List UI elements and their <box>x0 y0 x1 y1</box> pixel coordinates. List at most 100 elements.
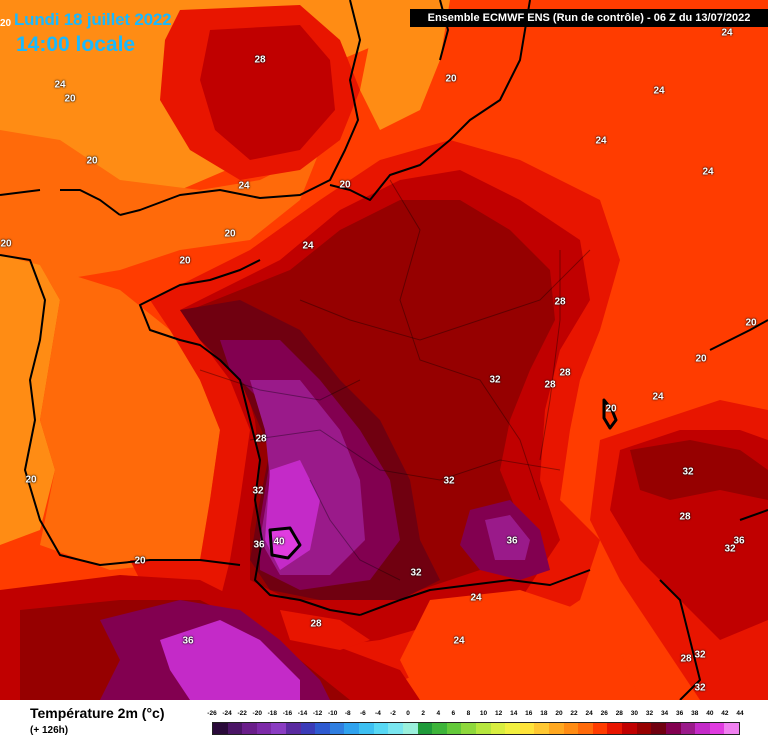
scale-tick-label: -8 <box>344 710 351 717</box>
scale-swatch <box>286 723 301 734</box>
scale-swatch <box>461 723 476 734</box>
contour-label: 28 <box>310 618 322 630</box>
contour-label: 20 <box>0 238 12 250</box>
temperature-map: 20 Lundi 18 juillet 2022 14:00 locale En… <box>0 0 768 700</box>
contour-label: 20 <box>745 317 757 329</box>
zone-26-balearic <box>280 610 370 650</box>
scale-tick-label: 34 <box>660 710 669 717</box>
scale-tick-label: -14 <box>297 710 308 717</box>
scale-swatch <box>417 723 433 734</box>
scale-swatch <box>446 723 462 734</box>
contour-label: 20 <box>445 73 457 85</box>
scale-tick-label: -18 <box>267 710 278 717</box>
scale-swatch <box>607 723 623 734</box>
temperature-field <box>0 0 768 700</box>
contour-label: 28 <box>544 379 556 391</box>
contour-label: 20 <box>86 155 98 167</box>
scale-tick-label: 40 <box>706 710 714 717</box>
scale-swatch <box>242 723 257 734</box>
scale-swatch <box>256 723 272 734</box>
scale-swatch <box>402 723 418 734</box>
legend: Température 2m (°c) (+ 126h) -26 -24 -22 -2… <box>0 700 768 742</box>
contour-label: 24 <box>238 180 250 192</box>
corner-value-label: 20 <box>0 18 12 29</box>
scale-swatch <box>651 723 666 734</box>
scale-tick-label: -2 <box>390 710 396 717</box>
contour-label: 36 <box>733 535 745 547</box>
scale-tick-label: -22 <box>237 710 247 717</box>
scale-tick-label: 20 <box>555 710 563 717</box>
scale-tick-label: 18 <box>540 710 548 717</box>
scale-swatch <box>475 723 491 734</box>
scale-swatch <box>315 723 330 734</box>
contour-label: 24 <box>595 135 607 147</box>
scale-swatch <box>592 723 608 734</box>
contour-label: 32 <box>682 466 694 478</box>
scale-swatch <box>549 723 564 734</box>
contour-label: 20 <box>605 403 617 415</box>
scale-swatch <box>519 723 535 734</box>
scale-swatch <box>373 723 389 734</box>
contour-label: 32 <box>489 374 501 386</box>
scale-swatch <box>709 723 725 734</box>
scale-tick-label: 2 <box>421 710 425 717</box>
contour-label: 24 <box>470 592 482 604</box>
contour-label: 28 <box>559 367 571 379</box>
zone-22-channel <box>0 130 320 280</box>
scale-tick-label: 26 <box>600 710 608 717</box>
model-run-banner: Ensemble ECMWF ENS (Run de contrôle) - 0… <box>410 9 768 27</box>
zone-20-atlantic <box>0 255 60 545</box>
scale-swatch <box>724 723 739 734</box>
zone-22-bay <box>40 265 220 570</box>
scale-tick-label: 10 <box>479 710 488 717</box>
contour-label: 32 <box>694 682 706 694</box>
contour-label: 20 <box>25 474 37 486</box>
contour-label: 32 <box>252 485 264 497</box>
scale-swatch <box>388 723 403 734</box>
contour-label: 32 <box>443 475 455 487</box>
scale-tick-label: 42 <box>721 710 729 717</box>
contour-label: 36 <box>506 535 518 547</box>
scale-swatch <box>359 723 374 734</box>
contour-label: 28 <box>680 653 692 665</box>
zone-28-uk <box>200 25 335 160</box>
color-scale-ticks: -26 -24 -22 -20 -18 -16 -14 -12 -10 -8 -6 -4 -2 0 2 4 6 8… <box>204 710 748 720</box>
scale-tick-label: 44 <box>736 710 744 717</box>
region-borders <box>199 179 591 581</box>
contour-label: 20 <box>179 255 191 267</box>
contour-label: 20 <box>224 228 236 240</box>
scale-swatch <box>680 723 696 734</box>
scale-tick-label: 38 <box>691 710 699 717</box>
coastline <box>0 0 768 700</box>
contour-label: 20 <box>695 353 707 365</box>
scale-swatch <box>578 723 593 734</box>
scale-tick-label: -20 <box>252 710 262 717</box>
scale-tick-label: 4 <box>436 710 441 717</box>
scale-tick-label: -12 <box>312 710 323 717</box>
contour-label: 28 <box>255 433 267 445</box>
contour-label: 36 <box>182 635 194 647</box>
legend-title: Température 2m (°c) <box>30 705 165 721</box>
scale-tick-label: 24 <box>585 710 593 717</box>
scale-swatch <box>227 723 243 734</box>
scale-tick-label: 30 <box>630 710 638 717</box>
contour-label: 32 <box>410 567 422 579</box>
scale-tick-label: -6 <box>359 710 366 717</box>
contour-label: 20 <box>339 179 351 191</box>
contour-label: 28 <box>679 511 691 523</box>
scale-swatch <box>432 723 447 734</box>
contour-label: 32 <box>694 649 706 661</box>
scale-swatch <box>665 723 681 734</box>
zone-24-mediterranean <box>400 590 640 700</box>
scale-swatch <box>329 723 345 734</box>
contour-label: 24 <box>653 85 665 97</box>
scale-swatch <box>534 723 550 734</box>
contour-label: 24 <box>702 166 714 178</box>
scale-tick-label: -10 <box>327 710 338 717</box>
scale-tick-label: 22 <box>570 710 578 717</box>
contour-label: 24 <box>652 391 664 403</box>
scale-tick-label: 16 <box>525 710 533 717</box>
zone-36-rhone <box>485 515 530 560</box>
forecast-date: Lundi 18 juillet 2022 <box>14 10 172 29</box>
forecast-time: 14:00 locale <box>16 33 136 56</box>
